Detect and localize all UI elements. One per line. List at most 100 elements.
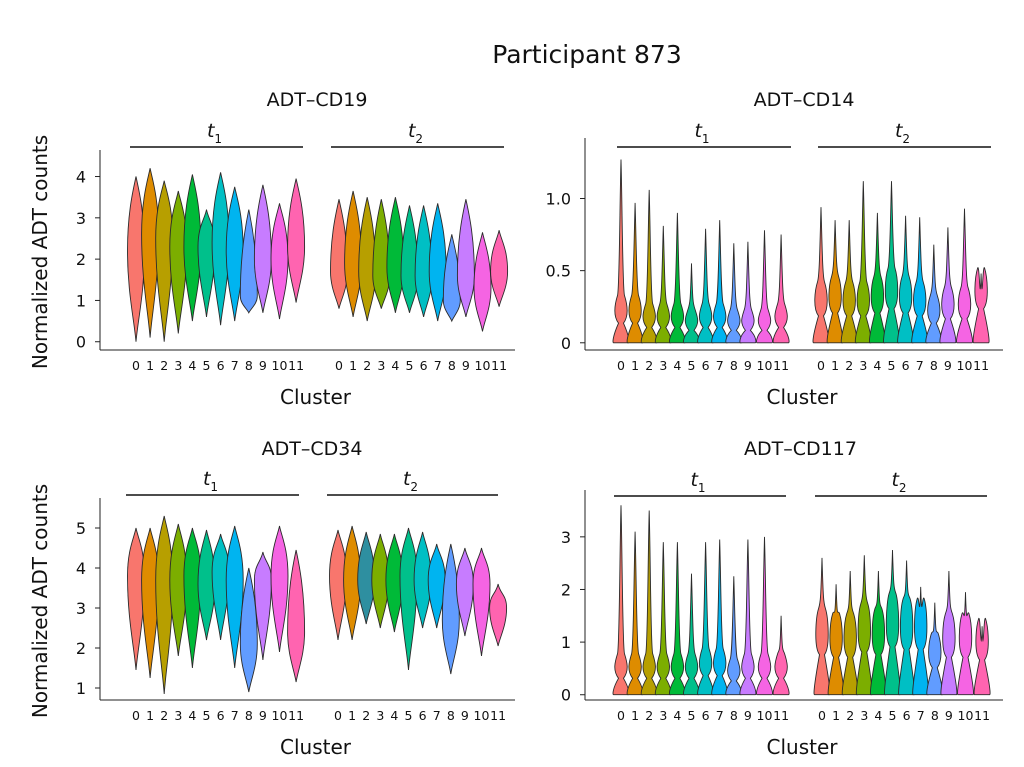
panel3-violin-t1-cluster-2: [155, 515, 174, 695]
panel3-y-tick-label: 5: [76, 519, 86, 538]
panel2-violin-t1-cluster-0: [612, 159, 630, 344]
panel2-violin-t1-cluster-9: [739, 241, 757, 344]
panel4-cluster-tick-label: 6: [702, 708, 710, 723]
panel4-violin-t2-cluster-11: [973, 618, 991, 696]
panel1-y-label: Normalized ADT counts: [28, 135, 52, 369]
panel2-cluster-tick-label: 8: [930, 358, 938, 373]
panel4-y-tick-label: 3: [561, 528, 571, 547]
panel3-cluster-tick-label: 11: [490, 708, 506, 723]
panel3-cluster-tick-label: 9: [259, 708, 267, 723]
panel1-cluster-tick-label: 10: [272, 358, 288, 373]
panel1-cluster-tick-label: 1: [349, 358, 357, 373]
panel1-y-tick-label: 2: [76, 250, 86, 269]
panel1-cluster-tick-label: 5: [203, 358, 211, 373]
panel2-cluster-tick-label: 11: [773, 358, 789, 373]
panel4-violin-t1-cluster-9: [739, 539, 757, 696]
panel4-violin-t1-cluster-7: [711, 539, 729, 696]
panel2-violin-t2-cluster-0: [812, 207, 830, 344]
panel1-group-label-t1: t1: [207, 120, 222, 146]
panel2-violin-t1-cluster-10: [756, 230, 773, 344]
panel2-cluster-tick-label: 9: [744, 358, 752, 373]
panel2-cluster-tick-label: 7: [716, 358, 724, 373]
panel4-cluster-tick-label: 7: [716, 708, 724, 723]
panel4-cluster-tick-label: 10: [757, 708, 773, 723]
panel3-violin-t2-cluster-6: [413, 531, 432, 629]
panel3-violin-t2-cluster-8: [441, 543, 460, 675]
panel2-cluster-tick-label: 6: [902, 358, 910, 373]
panel2-cluster-tick-label: 10: [757, 358, 773, 373]
panel1-cluster-tick-label: 4: [188, 358, 196, 373]
panel3-cluster-tick-label: 7: [433, 708, 441, 723]
panel4-violin-t1-cluster-0: [612, 505, 630, 696]
panel4-cluster-tick-label: 8: [931, 708, 939, 723]
panel3-cluster-tick-label: 8: [447, 708, 455, 723]
panel1-cluster-tick-label: 1: [146, 358, 154, 373]
panel2-x-label: Cluster: [767, 385, 839, 409]
panel4-cluster-tick-label: 3: [860, 708, 868, 723]
panel4-violin-t1-cluster-10: [756, 536, 773, 696]
panel1-cluster-tick-label: 6: [420, 358, 428, 373]
panel2-cluster-tick-label: 1: [631, 358, 639, 373]
panel1-violin-t2-cluster-2: [358, 197, 377, 322]
panel4-violin-t2-cluster-8: [926, 602, 944, 696]
panel3-y-tick-label: 2: [76, 639, 86, 658]
panel4-y-tick-label: 1: [561, 633, 571, 652]
panel3-violin-t1-cluster-10: [270, 525, 289, 653]
panel2-cluster-tick-label: 10: [957, 358, 973, 373]
panel4-violin-t1-cluster-2: [640, 510, 658, 696]
panel4-y-tick-label: 2: [561, 580, 571, 599]
panel4-violin-t1-cluster-6: [697, 542, 715, 696]
panel2-violin-t2-cluster-11: [972, 267, 990, 344]
panel3-cluster-tick-label: 11: [288, 708, 304, 723]
panel1-y-tick-label: 1: [76, 291, 86, 310]
panel1-x-label: Cluster: [280, 385, 352, 409]
panel3-cluster-tick-label: 5: [203, 708, 211, 723]
panel1-cluster-tick-label: 4: [391, 358, 399, 373]
panel4-cluster-tick-label: 9: [945, 708, 953, 723]
panel2-cluster-tick-label: 1: [831, 358, 839, 373]
panel3-cluster-tick-label: 8: [245, 708, 253, 723]
panel2-cluster-tick-label: 7: [916, 358, 924, 373]
panel2-cluster-tick-label: 3: [859, 358, 867, 373]
panel2-violin-t2-cluster-5: [883, 181, 900, 344]
panel2-violin-t1-cluster-7: [711, 220, 729, 344]
panel2-violin-t1-cluster-6: [697, 228, 715, 344]
panel4-violin-t2-cluster-2: [841, 571, 859, 696]
panel1-cluster-tick-label: 3: [174, 358, 182, 373]
panel3-cluster-tick-label: 3: [174, 708, 182, 723]
panel3-y-label: Normalized ADT counts: [28, 484, 52, 718]
panel1-violin-t2-cluster-1: [344, 190, 363, 318]
panel2-violin-t2-cluster-8: [925, 244, 943, 344]
panel4-violin-t1-cluster-1: [626, 531, 644, 696]
panel1-group-label-t2: t2: [408, 120, 423, 146]
panel1-cluster-tick-label: 9: [462, 358, 470, 373]
panel4-cluster-tick-label: 4: [874, 708, 882, 723]
panel1-cluster-tick-label: 3: [377, 358, 385, 373]
panel1-cluster-tick-label: 7: [434, 358, 442, 373]
panel1-violin-t1-cluster-9: [253, 184, 272, 313]
panel4-cluster-tick-label: 9: [744, 708, 752, 723]
panel2-violin-t1-cluster-8: [725, 243, 743, 344]
panel2-cluster-tick-label: 0: [617, 358, 625, 373]
panel1-y-tick-label: 0: [76, 333, 86, 352]
panel2-y-tick-label: 0: [561, 334, 571, 353]
panel1-cluster-tick-label: 7: [231, 358, 239, 373]
panel4-violin-t2-cluster-10: [957, 592, 974, 696]
panel2-violin-t2-cluster-9: [939, 227, 957, 344]
panel2-cluster-tick-label: 6: [702, 358, 710, 373]
panel3-cluster-tick-label: 0: [334, 708, 342, 723]
panel4-cluster-tick-label: 2: [846, 708, 854, 723]
panel3-cluster-tick-label: 0: [132, 708, 140, 723]
panel4-cluster-tick-label: 10: [958, 708, 974, 723]
panel4-violin-t1-cluster-4: [668, 542, 686, 696]
panel3-violin-t2-cluster-1: [343, 525, 362, 641]
panel2-cluster-tick-label: 0: [817, 358, 825, 373]
panel4-group-label-t2: t2: [891, 469, 906, 495]
panel3-violin-t1-cluster-9: [253, 551, 272, 661]
panel3-cluster-tick-label: 2: [362, 708, 370, 723]
panel1-cluster-tick-label: 11: [491, 358, 507, 373]
panel1-violin-t1-cluster-7: [225, 186, 244, 322]
panel1-cluster-tick-label: 8: [448, 358, 456, 373]
panel4-violin-t1-cluster-3: [654, 542, 672, 696]
